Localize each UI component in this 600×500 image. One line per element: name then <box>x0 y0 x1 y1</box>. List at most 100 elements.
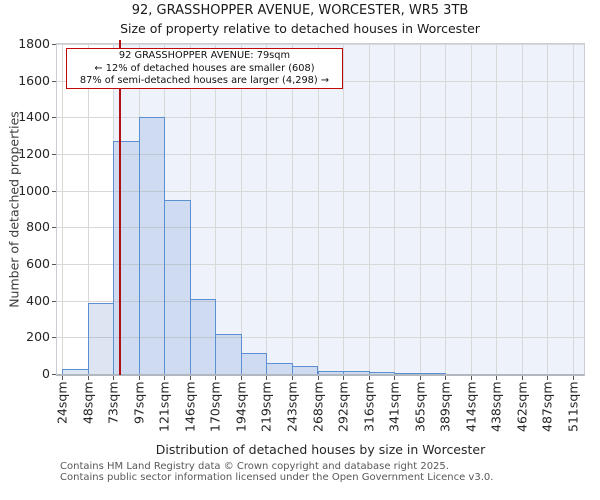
x-tick-label: 97sqm <box>131 381 147 425</box>
v-gridline <box>62 44 63 374</box>
x-tick-label: 170sqm <box>207 381 223 432</box>
histogram-bar <box>138 117 166 374</box>
v-gridline <box>547 44 549 374</box>
h-gridline <box>57 44 584 45</box>
x-tick-label: 48sqm <box>80 381 96 425</box>
chart-title: 92, GRASSHOPPER AVENUE, WORCESTER, WR5 3… <box>131 3 469 18</box>
y-tick-mark <box>52 154 56 155</box>
x-tick-label: 121sqm <box>156 381 172 432</box>
x-tick-label: 268sqm <box>310 381 325 432</box>
footer-attribution-line-1: Contains HM Land Registry data © Crown c… <box>60 461 449 472</box>
y-tick-label: 1600 <box>18 72 50 88</box>
x-tick-label: 219sqm <box>258 381 274 432</box>
histogram-bar <box>291 365 319 374</box>
x-tick-label: 24sqm <box>54 381 70 425</box>
x-tick-label: 414sqm <box>463 381 479 432</box>
v-gridline <box>470 44 472 374</box>
x-tick-mark <box>573 376 574 380</box>
x-tick-mark <box>317 376 319 380</box>
x-tick-label: 341sqm <box>386 381 402 432</box>
x-tick-label: 462sqm <box>514 381 530 432</box>
y-tick-mark <box>52 190 56 192</box>
v-gridline <box>317 44 319 374</box>
x-tick-mark <box>496 376 498 380</box>
x-tick-label: 389sqm <box>437 381 453 432</box>
x-tick-mark <box>419 376 421 380</box>
h-gridline <box>57 227 584 229</box>
histogram-bar <box>189 298 217 374</box>
y-tick-label: 800 <box>26 219 50 235</box>
x-tick-mark <box>343 376 345 380</box>
x-tick-mark <box>394 376 396 380</box>
y-tick-label: 1200 <box>18 146 50 161</box>
h-gridline <box>57 300 584 302</box>
x-tick-mark <box>445 376 447 380</box>
h-gridline <box>57 117 584 119</box>
property-annotation-box: 92 GRASSHOPPER AVENUE: 79sqm ← 12% of de… <box>66 48 343 89</box>
y-tick-label: 0 <box>42 366 50 381</box>
x-tick-mark <box>368 376 370 380</box>
y-tick-mark <box>52 374 56 375</box>
y-tick-label: 1400 <box>18 109 50 125</box>
x-tick-mark <box>215 376 217 380</box>
y-tick-mark <box>52 227 56 229</box>
histogram-bar <box>266 363 293 374</box>
v-gridline <box>266 44 268 374</box>
v-gridline <box>394 44 396 374</box>
y-tick-label: 1000 <box>18 182 50 198</box>
y-tick-label: 1800 <box>18 36 50 51</box>
x-axis-label: Distribution of detached houses by size … <box>155 442 486 457</box>
x-tick-label: 146sqm <box>182 381 198 432</box>
y-tick-mark <box>52 300 56 302</box>
v-gridline <box>343 44 345 374</box>
histogram-bar <box>419 373 447 375</box>
x-tick-mark <box>113 376 115 380</box>
h-gridline <box>57 337 584 339</box>
background-tint-region <box>113 44 584 374</box>
y-tick-mark <box>52 337 56 339</box>
h-gridline <box>57 190 584 192</box>
v-gridline <box>87 44 89 374</box>
histogram-bar <box>240 352 268 374</box>
x-tick-mark <box>521 376 523 380</box>
v-gridline <box>521 44 523 374</box>
x-tick-label: 194sqm <box>233 381 249 432</box>
histogram-bar <box>368 371 396 374</box>
x-tick-label: 243sqm <box>284 381 300 432</box>
y-tick-mark <box>52 80 56 82</box>
x-tick-mark <box>547 376 549 380</box>
y-tick-mark <box>52 44 56 45</box>
y-tick-label: 200 <box>26 329 50 345</box>
plot-area: 92 GRASSHOPPER AVENUE: 79sqm ← 12% of de… <box>56 40 585 376</box>
x-tick-mark <box>240 376 242 380</box>
x-tick-label: 511sqm <box>565 381 581 432</box>
y-tick-label: 400 <box>26 292 50 308</box>
v-gridline <box>419 44 421 374</box>
histogram-bar <box>215 333 242 374</box>
annotation-line-1: 92 GRASSHOPPER AVENUE: 79sqm <box>118 50 291 61</box>
x-tick-label: 438sqm <box>488 381 504 432</box>
y-tick-label: 600 <box>26 256 50 271</box>
x-tick-mark <box>470 376 472 380</box>
x-tick-mark <box>164 376 166 380</box>
y-tick-mark <box>52 117 56 119</box>
h-gridline <box>57 264 584 265</box>
annotation-line-2: ← 12% of detached houses are smaller (60… <box>94 62 315 74</box>
v-gridline <box>240 44 242 374</box>
v-gridline <box>291 44 293 374</box>
x-tick-mark <box>138 376 140 380</box>
x-tick-mark <box>189 376 191 380</box>
v-gridline <box>368 44 370 374</box>
chart-subtitle: Size of property relative to detached ho… <box>120 21 480 36</box>
v-gridline <box>445 44 447 374</box>
histogram-bar <box>62 369 89 374</box>
histogram-bar <box>394 372 421 374</box>
x-tick-label: 292sqm <box>335 381 351 432</box>
y-tick-mark <box>52 264 56 265</box>
histogram-bar <box>343 371 370 374</box>
x-tick-mark <box>266 376 268 380</box>
x-tick-label: 487sqm <box>539 381 555 432</box>
histogram-bar <box>87 302 115 374</box>
footer-attribution-line-2: Contains public sector information licen… <box>60 472 494 483</box>
